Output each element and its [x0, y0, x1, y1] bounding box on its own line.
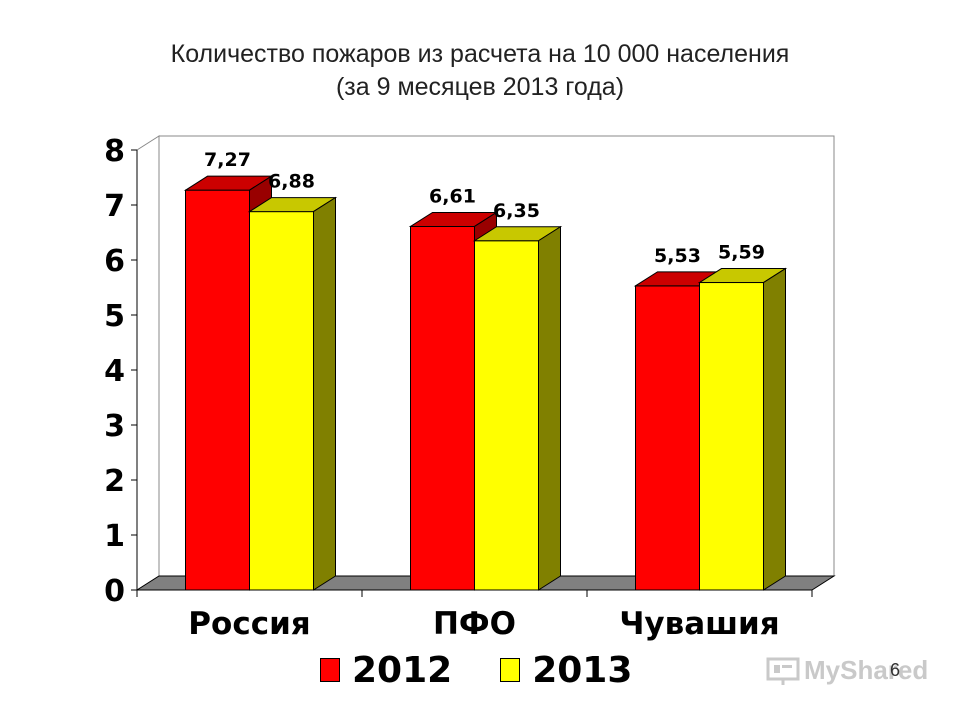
y-tick-label: 1 — [104, 519, 125, 554]
bar-Россия-2012 — [185, 189, 250, 591]
y-tick-label: 0 — [104, 574, 125, 609]
y-tick-label: 2 — [104, 464, 125, 499]
bar-Чувашия-2013 — [699, 282, 764, 591]
bar-ПФО-2012 — [410, 225, 475, 591]
y-tick-label: 8 — [104, 134, 125, 169]
bar-side-ПФО-2013 — [538, 225, 561, 591]
y-tick-label: 3 — [104, 409, 125, 444]
page-number: 6 — [890, 660, 901, 680]
legend-swatch-2013 — [500, 658, 521, 682]
y-tick-label: 6 — [104, 244, 125, 279]
chart-side-wall — [136, 135, 160, 591]
chart-title-line1: Количество пожаров из расчета на 10 000 … — [170, 40, 790, 68]
y-tick-label: 4 — [104, 354, 125, 389]
chart-title-line2: (за 9 месяцев 2013 года) — [335, 73, 625, 101]
bar-side-Россия-2013 — [313, 196, 336, 591]
legend-swatch-2012 — [320, 658, 340, 682]
y-tick-label: 5 — [104, 299, 125, 334]
chart-title: Количество пожаров из расчета на 10 000 … — [0, 38, 960, 104]
presentation-icon — [766, 657, 800, 685]
watermark: MyShared — [766, 655, 928, 686]
legend-item-2013: 2013 — [500, 650, 632, 691]
category-label-Чувашия: Чувашия — [619, 606, 779, 642]
bar-ПФО-2013 — [474, 240, 539, 591]
legend-label-2012: 2012 — [352, 649, 453, 691]
bar-Россия-2013 — [249, 211, 314, 591]
legend-label-2013: 2013 — [532, 649, 633, 691]
data-label-Чувашия-2012: 5,53 — [654, 245, 701, 267]
data-label-ПФО-2012: 6,61 — [429, 185, 476, 207]
category-label-ПФО: ПФО — [433, 606, 516, 642]
category-label-Россия: Россия — [188, 606, 310, 642]
watermark-text: MyShared — [804, 655, 929, 685]
data-label-ПФО-2013: 6,35 — [493, 200, 540, 222]
legend-item-2012: 2012 — [320, 650, 452, 691]
y-tick-label: 7 — [104, 189, 125, 224]
data-label-Россия-2013: 6,88 — [268, 171, 315, 193]
data-label-Россия-2012: 7,27 — [204, 149, 251, 171]
bar-Чувашия-2012 — [635, 285, 700, 591]
bar-side-Чувашия-2013 — [763, 267, 786, 591]
legend: 2012 2013 — [320, 650, 680, 691]
data-label-Чувашия-2013: 5,59 — [718, 242, 765, 264]
